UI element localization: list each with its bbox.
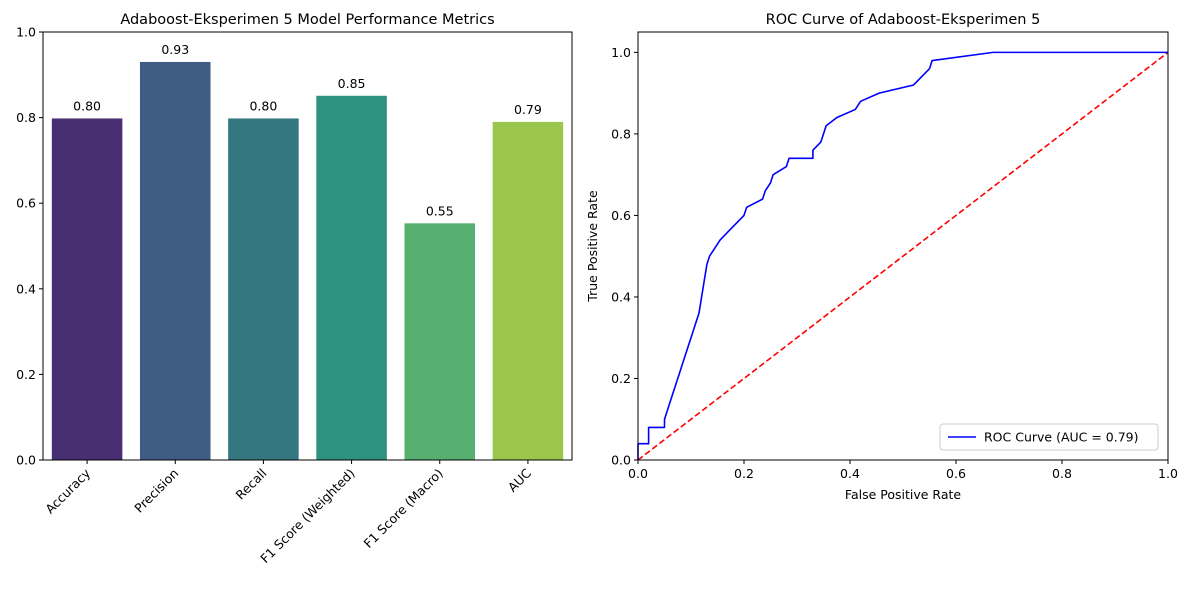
legend-entry: ROC Curve (AUC = 0.79): [984, 430, 1139, 445]
roc-x-axis-label: False Positive Rate: [845, 487, 961, 502]
bar-x-tick-label: F1 Score (Weighted): [257, 466, 357, 566]
bar-data-labels: 0.80 0.93 0.80 0.85 0.55 0.79: [73, 42, 542, 218]
roc-y-tick-label: 0.0: [611, 453, 631, 468]
bar-data-label: 0.79: [514, 102, 542, 117]
roc-x-tick-label: 0.2: [734, 466, 754, 481]
bar: [228, 118, 299, 461]
bar-x-tick-label: Precision: [131, 466, 181, 516]
roc-y-axis-label: True Positive Rate: [585, 190, 600, 303]
legend-box: [939, 423, 1159, 451]
bar-chart-title: Adaboost-Eksperimen 5 Model Performance …: [120, 12, 494, 28]
roc-curve-line: [637, 51, 1168, 460]
bar-y-tick-label: 0.6: [16, 196, 36, 211]
bar-y-tick-label: 0.4: [16, 281, 36, 296]
bar: [139, 61, 211, 461]
bar: [404, 223, 476, 460]
roc-x-tick-label: 0.0: [628, 466, 648, 481]
bar-chart: Adaboost-Eksperimen 5 Model Performance …: [16, 12, 573, 566]
bar-data-label: 0.80: [73, 98, 101, 113]
bar-y-axis: 0.0 0.2 0.4 0.6 0.8 1.0: [16, 25, 43, 468]
bar-data-label: 0.80: [249, 98, 277, 113]
bar-data-label: 0.93: [161, 42, 189, 57]
bar: [51, 118, 123, 461]
bar-x-tick-label: Accuracy: [42, 465, 93, 516]
roc-y-tick-label: 0.4: [611, 289, 631, 304]
roc-x-tick-label: 0.4: [840, 466, 860, 481]
bar-y-tick-label: 0.8: [16, 110, 36, 125]
roc-chart: ROC Curve of Adaboost-Eksperimen 5 0.00.…: [585, 12, 1178, 502]
bar-plot-frame: [42, 31, 573, 461]
bar: [316, 95, 387, 460]
roc-x-tick-label: 0.6: [946, 466, 966, 481]
bar-y-tick-label: 1.0: [16, 25, 36, 40]
bar-data-label: 0.55: [426, 203, 454, 218]
bar-x-tick-label: F1 Score (Macro): [361, 466, 446, 551]
roc-x-tick-label: 1.0: [1158, 466, 1178, 481]
bar-series: [51, 61, 564, 461]
bar-data-label: 0.85: [338, 76, 366, 91]
roc-legend: ROC Curve (AUC = 0.79): [939, 423, 1159, 451]
roc-y-tick-label: 0.8: [611, 126, 631, 141]
roc-y-tick-label: 0.6: [611, 208, 631, 223]
bar: [492, 121, 564, 460]
roc-y-tick-label: 1.0: [611, 45, 631, 60]
roc-y-axis: 0.0 0.2 0.4 0.6 0.8 1.0: [611, 45, 638, 468]
roc-x-axis: 0.0 0.2 0.4 0.6 0.8 1.0: [628, 460, 1178, 481]
roc-x-tick-label: 0.8: [1052, 466, 1072, 481]
roc-chart-title: ROC Curve of Adaboost-Eksperimen 5: [766, 12, 1041, 28]
roc-series: [637, 51, 1169, 461]
roc-y-tick-label: 0.2: [611, 371, 631, 386]
bar-x-tick-label: Recall: [233, 466, 270, 503]
roc-plot-frame: [637, 31, 1169, 461]
bar-y-tick-label: 0.0: [16, 453, 36, 468]
chance-diagonal-line: [637, 51, 1169, 461]
bar-x-tick-label: AUC: [505, 465, 534, 494]
bar-y-tick-label: 0.2: [16, 367, 36, 382]
